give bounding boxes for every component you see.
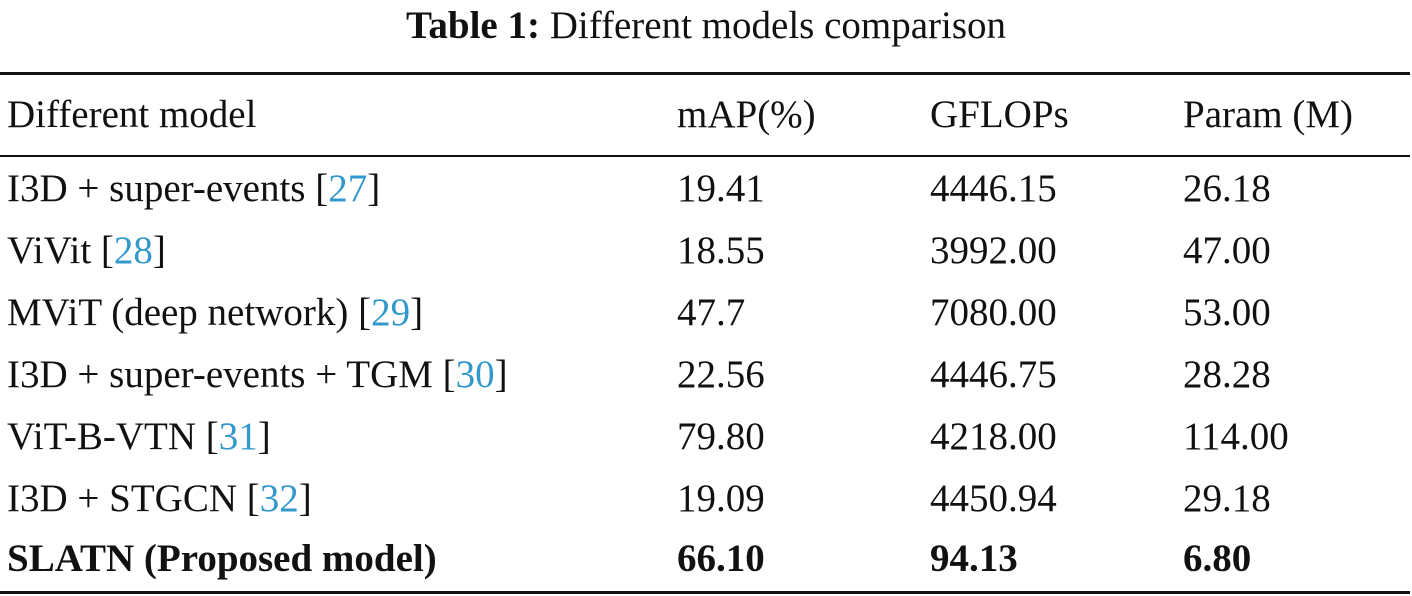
header-gflops: GFLOPs [930,93,1069,136]
proposed-gflops-cell: 94.13 [930,537,1018,580]
gflops-cell: 7080.00 [930,291,1057,334]
citation-bracket: ] [152,229,166,272]
proposed-param-cell: 6.80 [1183,537,1252,580]
map-cell: 18.55 [677,229,765,272]
gflops-cell: 4450.94 [930,477,1057,520]
citation-bracket: ] [298,477,312,520]
table-row: ViT-B-VTN [31] 79.80 4218.00 114.00 [0,406,1412,468]
map-cell: 19.09 [677,477,765,520]
param-cell: 114.00 [1183,415,1289,458]
table-row: ViVit [28] 18.55 3992.00 47.00 [0,220,1412,282]
table-caption-label: Table 1: [405,4,540,47]
param-cell: 53.00 [1183,291,1271,334]
model-name: I3D + super-events + TGM [ [7,353,456,396]
param-cell: 28.28 [1183,353,1271,396]
model-cell: I3D + STGCN [32] [7,468,312,530]
header-param: Param (M) [1183,93,1354,136]
map-cell: 79.80 [677,415,765,458]
table-row: I3D + super-events + TGM [30] 22.56 4446… [0,344,1412,406]
table-row: I3D + super-events [27] 19.41 4446.15 26… [0,158,1412,220]
model-name: ViVit [ [7,229,114,272]
table-caption: Table 1: Different models comparison [0,0,1412,58]
table-header-rule [0,155,1410,157]
citation-link[interactable]: 28 [113,229,153,272]
param-cell: 47.00 [1183,229,1271,272]
citation-bracket: ] [410,291,424,334]
model-cell: I3D + super-events + TGM [30] [7,344,508,406]
model-name: ViT-B-VTN [ [7,415,219,458]
header-model: Different model [7,93,257,136]
proposed-model-name: SLATN (Proposed model) [7,537,437,580]
citation-bracket: ] [257,415,271,458]
citation-link[interactable]: 29 [371,291,411,334]
table-caption-text: Different models comparison [549,4,1007,47]
param-cell: 26.18 [1183,167,1271,210]
table-row: I3D + STGCN [32] 19.09 4450.94 29.18 [0,468,1412,530]
gflops-cell: 4218.00 [930,415,1057,458]
model-cell: I3D + super-events [27] [7,158,380,220]
model-name: MViT (deep network) [ [7,291,372,334]
proposed-map-cell: 66.10 [677,537,765,580]
header-map: mAP(%) [677,93,816,136]
model-cell: ViT-B-VTN [31] [7,406,271,468]
proposed-model-row: SLATN (Proposed model) 66.10 94.13 6.80 [0,528,1412,590]
param-cell: 29.18 [1183,477,1271,520]
map-cell: 19.41 [677,167,765,210]
table-header-row: Different model mAP(%) GFLOPs Param (M) [0,84,1412,146]
model-name: I3D + STGCN [ [7,477,260,520]
gflops-cell: 4446.15 [930,167,1057,210]
table-top-rule [0,72,1410,75]
table-bottom-rule [0,591,1410,594]
map-cell: 47.7 [677,291,746,334]
citation-bracket: ] [494,353,508,396]
citation-link[interactable]: 32 [259,477,299,520]
model-cell: ViVit [28] [7,220,166,282]
gflops-cell: 3992.00 [930,229,1057,272]
citation-link[interactable]: 31 [218,415,258,458]
citation-link[interactable]: 27 [328,167,368,210]
model-name: I3D + super-events [ [7,167,329,210]
gflops-cell: 4446.75 [930,353,1057,396]
map-cell: 22.56 [677,353,765,396]
model-cell: MViT (deep network) [29] [7,282,423,344]
citation-bracket: ] [367,167,381,210]
table-row: MViT (deep network) [29] 47.7 7080.00 53… [0,282,1412,344]
citation-link[interactable]: 30 [455,353,495,396]
